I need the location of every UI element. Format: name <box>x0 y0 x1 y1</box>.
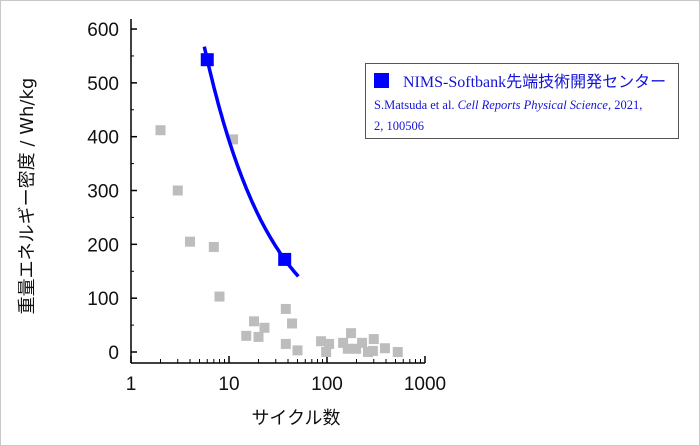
x-tick-label: 100 <box>311 374 343 395</box>
blue-trend-curve <box>202 46 300 278</box>
gray-data-point <box>228 134 239 145</box>
blue-data-point <box>278 252 292 266</box>
y-tick-label: 400 <box>87 128 119 149</box>
gray-data-point <box>292 345 303 356</box>
gray-data-point <box>357 337 368 348</box>
y-tick-label: 300 <box>87 182 119 203</box>
gray-data-point <box>280 303 291 314</box>
gray-data-point <box>253 331 264 342</box>
gray-data-point <box>321 347 332 357</box>
citation-authors: S.Matsuda et al. <box>374 98 455 112</box>
gray-data-point <box>392 347 403 357</box>
y-tick-label: 200 <box>87 235 119 256</box>
legend-swatch-blue <box>374 72 389 88</box>
gray-data-point <box>172 185 183 196</box>
x-tick-label: 1 <box>126 374 137 395</box>
legend: NIMS-Softbank先端技術開発センター S.Matsuda et al.… <box>365 63 679 139</box>
citation-year: 2021, <box>614 98 643 112</box>
gray-data-point <box>241 330 252 341</box>
blue-data-point <box>200 53 214 67</box>
citation-journal: Cell Reports Physical Science, <box>457 98 612 112</box>
y-tick-label: 100 <box>87 289 119 310</box>
gray-data-point <box>259 322 270 333</box>
y-axis-label: 重量エネルギー密度 / Wh/kg <box>17 78 38 315</box>
y-tick-label: 600 <box>87 20 119 41</box>
citation-volume: 2, 100506 <box>374 119 424 133</box>
gray-data-point <box>342 343 353 354</box>
gray-data-point <box>280 338 291 349</box>
gray-data-point <box>249 316 260 327</box>
gray-data-point <box>367 345 378 356</box>
gray-data-point <box>324 338 335 349</box>
gray-data-point <box>214 291 225 302</box>
gray-data-point <box>287 318 298 329</box>
legend-label: NIMS-Softbank先端技術開発センター <box>403 74 667 91</box>
gray-data-point <box>316 336 327 347</box>
gray-data-point <box>185 236 196 247</box>
y-tick-label: 0 <box>108 343 119 364</box>
gray-data-point <box>379 343 390 354</box>
x-axis-label: サイクル数 <box>251 408 340 429</box>
gray-data-point <box>368 334 379 345</box>
x-tick-label: 10 <box>218 374 239 395</box>
gray-data-point <box>208 242 219 253</box>
gray-data-point <box>155 125 166 136</box>
gray-data-point <box>351 343 362 354</box>
gray-data-point <box>338 337 349 348</box>
x-tick-label: 1000 <box>404 374 446 395</box>
y-tick-label: 500 <box>87 74 119 95</box>
gray-data-point <box>346 328 357 339</box>
